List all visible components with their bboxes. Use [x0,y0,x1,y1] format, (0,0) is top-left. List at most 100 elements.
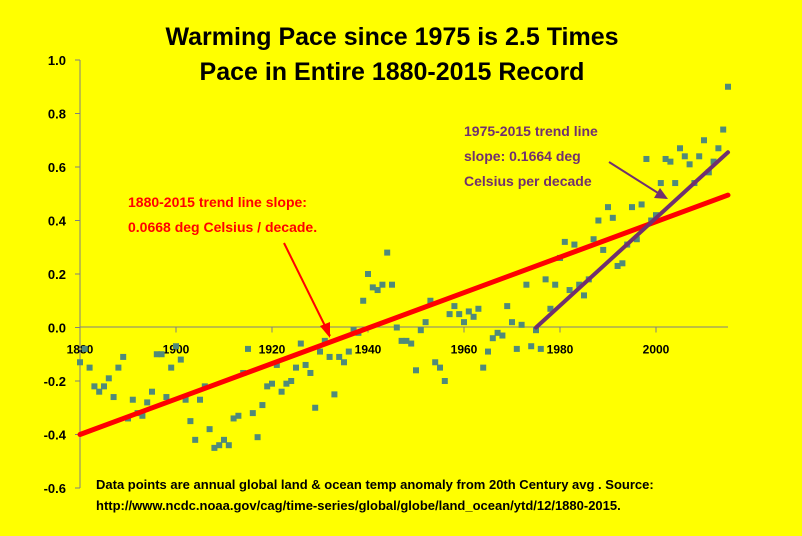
data-point [681,153,688,160]
data-point [470,313,477,320]
data-point [437,364,443,371]
data-point [288,378,295,384]
trend-line-1880-2015 [77,192,731,437]
data-point [566,287,573,294]
data-point [115,364,122,371]
data-point [192,436,199,443]
data-point [384,249,391,256]
data-point [312,404,319,411]
data-point [715,145,722,152]
data-point [173,343,179,350]
data-point [475,305,482,312]
data-point [278,388,285,395]
data-point [273,361,280,368]
data-point [653,212,659,219]
data-point [245,345,251,352]
data-point [326,353,333,360]
data-point [259,402,266,409]
data-point [590,236,597,243]
data-point [91,383,98,390]
data-point [341,359,347,366]
data-point [86,364,93,371]
y-tick-label: 0.4 [48,214,67,229]
data-point [149,388,155,395]
data-point [686,161,693,168]
x-tick-label: 1920 [259,343,286,357]
data-point [441,378,448,384]
data-point [605,204,611,211]
data-point [393,324,400,331]
data-point [293,364,299,371]
data-point [465,308,472,315]
y-tick-label: -0.4 [44,428,67,443]
data-point [513,345,520,352]
data-point [177,356,184,363]
data-point [595,217,602,224]
data-point [710,158,717,165]
data-point [576,281,583,288]
y-tick-label: -0.2 [44,374,66,389]
data-point [197,396,203,403]
data-point [360,297,367,304]
data-point [297,340,304,347]
y-tick-label: 0.6 [48,160,66,175]
data-point [494,329,501,336]
data-point [446,311,453,318]
purple-annotation-line-3: Celsius per decade [464,173,592,189]
y-tick-label: 1.0 [48,53,66,68]
data-point [350,327,357,334]
data-point [489,335,496,342]
data-point [221,436,227,443]
data-point [230,415,237,422]
data-point [633,236,640,243]
data-point [413,367,419,374]
data-point [269,380,275,387]
data-point [547,305,554,312]
data-point [672,180,679,187]
data-point [235,412,242,419]
data-point [561,238,568,245]
purple-arrowhead [654,188,668,199]
data-point [264,383,271,390]
x-tick-label: 2000 [643,343,670,357]
data-point [422,319,429,326]
x-tick-label: 1960 [451,343,478,357]
data-point [619,260,626,267]
data-point [461,319,467,326]
source-note-line-2: http://www.ncdc.noaa.gov/cag/time-series… [96,498,621,513]
x-tick-label: 1940 [355,343,382,357]
data-point [677,145,683,152]
data-point [417,327,424,334]
data-point [600,246,607,253]
data-point [369,284,376,291]
data-point [101,383,107,390]
y-tick-label: 0.8 [48,107,66,122]
data-point [379,281,386,288]
data-points [77,83,731,451]
y-tick-label: -0.6 [44,481,66,496]
data-point [317,348,323,355]
data-point [168,364,175,371]
data-point [509,319,515,326]
red-annotation-line-2: 0.0668 deg Celsius / decade. [128,219,317,235]
data-point [499,332,506,339]
x-tick-label: 1900 [163,343,190,357]
data-point [153,351,160,358]
data-point [96,388,103,395]
data-point [110,394,117,401]
purple-annotation-line-2: slope: 0.1664 deg [464,148,581,164]
data-point [182,396,189,403]
data-point [480,364,487,371]
data-point [345,348,352,355]
trend-lines [77,150,731,437]
red-arrowhead [320,322,330,338]
data-point [321,337,328,344]
source-note-line-1: Data points are annual global land & oce… [96,477,654,492]
data-point [696,153,703,160]
purple-annotation-line-1: 1975-2015 trend line [464,123,598,139]
data-point [374,287,381,294]
data-point [129,396,136,403]
data-point [105,375,112,382]
data-point [336,353,343,360]
